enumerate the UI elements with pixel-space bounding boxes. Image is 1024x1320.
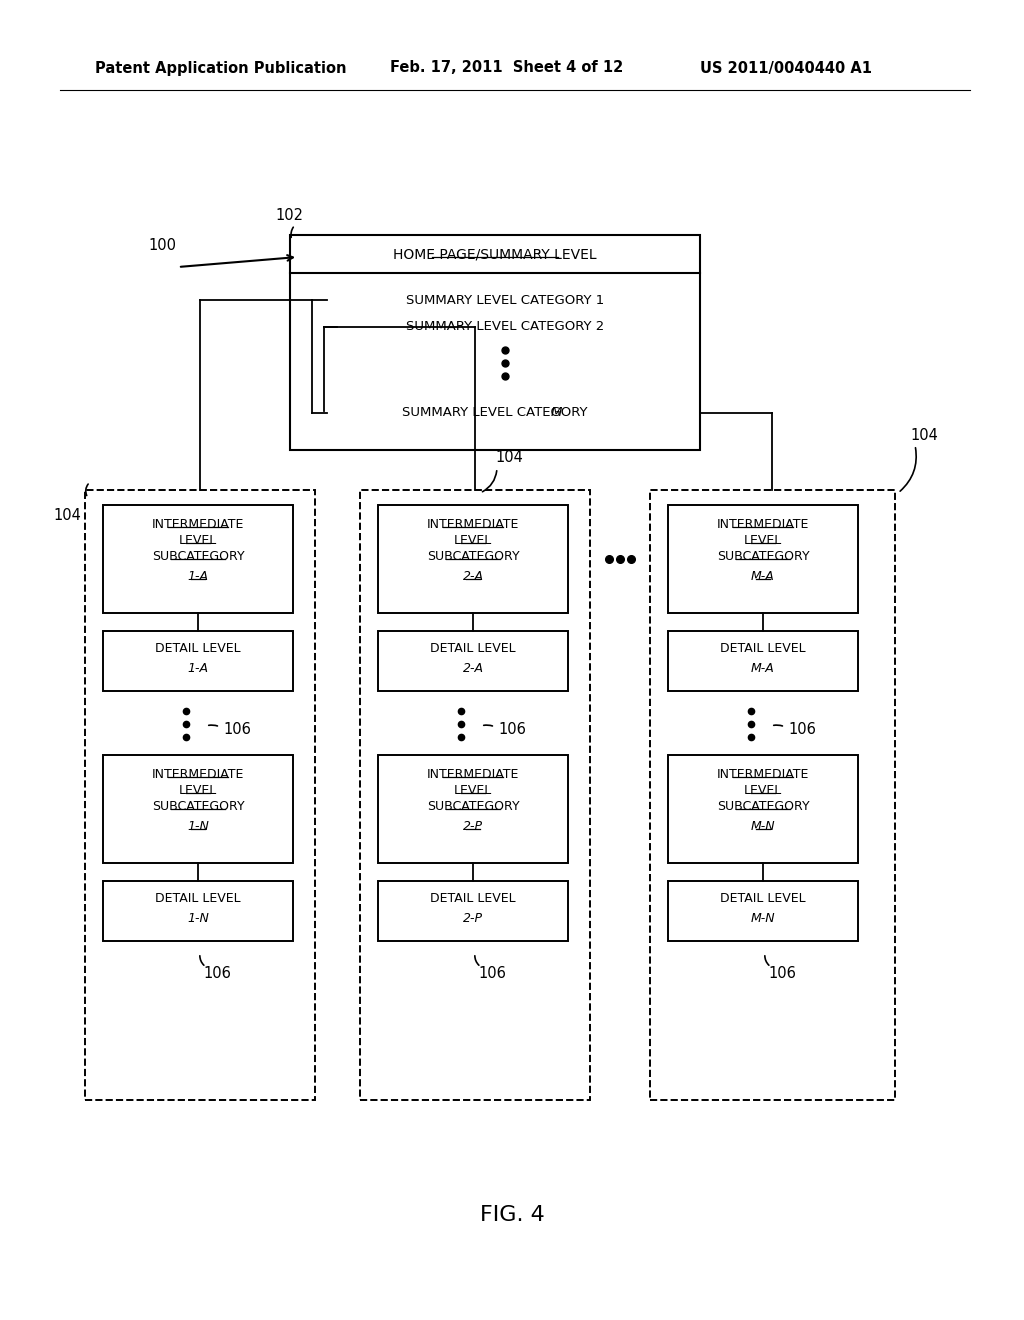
- Bar: [668, 506, 858, 612]
- Bar: [103, 506, 293, 612]
- Text: 106: 106: [203, 965, 230, 981]
- Bar: [650, 490, 895, 1100]
- Text: DETAIL LEVEL: DETAIL LEVEL: [720, 892, 806, 906]
- Text: M-A: M-A: [752, 663, 775, 676]
- Text: M-N: M-N: [751, 821, 775, 833]
- Bar: [668, 755, 858, 863]
- Text: 102: 102: [275, 207, 303, 223]
- Text: 106: 106: [788, 722, 816, 737]
- Text: 1-N: 1-N: [187, 821, 209, 833]
- Text: LEVEL: LEVEL: [743, 535, 782, 548]
- Text: INTERMEDIATE: INTERMEDIATE: [152, 519, 244, 532]
- Text: 1-A: 1-A: [187, 570, 209, 583]
- Text: SUMMARY LEVEL CATEGORY 1: SUMMARY LEVEL CATEGORY 1: [406, 293, 604, 306]
- Text: SUMMARY LEVEL CATEGORY 2: SUMMARY LEVEL CATEGORY 2: [406, 321, 604, 334]
- Text: 106: 106: [478, 965, 506, 981]
- Text: INTERMEDIATE: INTERMEDIATE: [427, 519, 519, 532]
- Text: SUBCATEGORY: SUBCATEGORY: [427, 800, 519, 813]
- Bar: [378, 880, 568, 941]
- Bar: [668, 880, 858, 941]
- Text: DETAIL LEVEL: DETAIL LEVEL: [430, 643, 516, 656]
- Text: SUBCATEGORY: SUBCATEGORY: [152, 550, 245, 564]
- Bar: [378, 506, 568, 612]
- Text: 106: 106: [223, 722, 251, 737]
- Text: SUBCATEGORY: SUBCATEGORY: [152, 800, 245, 813]
- Text: 104: 104: [495, 450, 523, 466]
- Bar: [378, 755, 568, 863]
- Text: M: M: [551, 407, 562, 420]
- Text: Patent Application Publication: Patent Application Publication: [95, 61, 346, 75]
- Text: 106: 106: [498, 722, 526, 737]
- Text: LEVEL: LEVEL: [743, 784, 782, 797]
- Bar: [360, 490, 590, 1100]
- Text: SUBCATEGORY: SUBCATEGORY: [717, 800, 809, 813]
- Text: US 2011/0040440 A1: US 2011/0040440 A1: [700, 61, 872, 75]
- Text: DETAIL LEVEL: DETAIL LEVEL: [430, 892, 516, 906]
- Bar: [290, 235, 700, 450]
- Bar: [378, 631, 568, 690]
- Text: DETAIL LEVEL: DETAIL LEVEL: [720, 643, 806, 656]
- Text: M-N: M-N: [751, 912, 775, 925]
- Text: LEVEL: LEVEL: [179, 784, 217, 797]
- Bar: [103, 880, 293, 941]
- Text: HOME PAGE/SUMMARY LEVEL: HOME PAGE/SUMMARY LEVEL: [393, 248, 597, 261]
- Text: 2-P: 2-P: [463, 821, 483, 833]
- Bar: [103, 631, 293, 690]
- Text: M-A: M-A: [752, 570, 775, 583]
- Text: 100: 100: [148, 238, 176, 252]
- Text: 104: 104: [910, 428, 938, 442]
- Text: 2-A: 2-A: [463, 570, 483, 583]
- Text: 2-A: 2-A: [463, 663, 483, 676]
- Text: SUBCATEGORY: SUBCATEGORY: [427, 550, 519, 564]
- Text: INTERMEDIATE: INTERMEDIATE: [427, 768, 519, 781]
- Text: DETAIL LEVEL: DETAIL LEVEL: [156, 892, 241, 906]
- Text: 1-N: 1-N: [187, 912, 209, 925]
- Text: 1-A: 1-A: [187, 663, 209, 676]
- Text: INTERMEDIATE: INTERMEDIATE: [152, 768, 244, 781]
- Bar: [668, 631, 858, 690]
- Bar: [85, 490, 315, 1100]
- Text: LEVEL: LEVEL: [454, 535, 493, 548]
- Text: LEVEL: LEVEL: [454, 784, 493, 797]
- Text: INTERMEDIATE: INTERMEDIATE: [717, 768, 809, 781]
- Text: INTERMEDIATE: INTERMEDIATE: [717, 519, 809, 532]
- Text: DETAIL LEVEL: DETAIL LEVEL: [156, 643, 241, 656]
- Text: 106: 106: [768, 965, 796, 981]
- Text: 104: 104: [53, 507, 81, 523]
- Text: FIG. 4: FIG. 4: [479, 1205, 545, 1225]
- Text: SUBCATEGORY: SUBCATEGORY: [717, 550, 809, 564]
- Bar: [103, 755, 293, 863]
- Text: LEVEL: LEVEL: [179, 535, 217, 548]
- Text: 2-P: 2-P: [463, 912, 483, 925]
- Text: Feb. 17, 2011  Sheet 4 of 12: Feb. 17, 2011 Sheet 4 of 12: [390, 61, 624, 75]
- Text: SUMMARY LEVEL CATEGORY: SUMMARY LEVEL CATEGORY: [402, 407, 592, 420]
